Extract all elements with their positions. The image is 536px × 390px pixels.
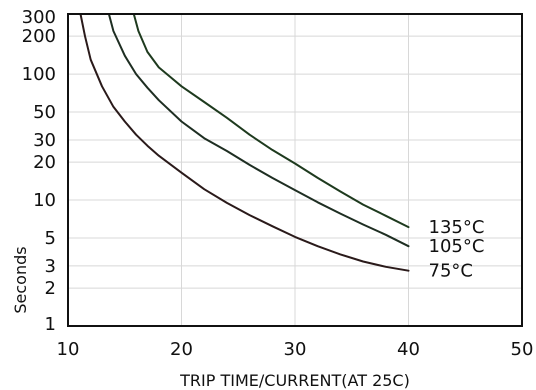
y-tick-label: 10	[33, 190, 56, 211]
y-tick-label: 20	[33, 152, 56, 173]
y-tick-label: 100	[22, 64, 56, 85]
y-axis-title: Seconds	[11, 246, 30, 313]
series-line	[79, 13, 410, 272]
series-lines	[79, 13, 410, 272]
x-tick-label: 30	[284, 339, 307, 360]
series-line	[107, 13, 410, 248]
y-tick-label: 30	[33, 130, 56, 151]
series-label: 135°C	[429, 217, 485, 238]
y-tick-label: 50	[33, 102, 56, 123]
y-tick-label: 2	[45, 278, 56, 299]
y-tick-label: 5	[45, 228, 56, 249]
x-tick-label: 10	[57, 339, 80, 360]
x-tick-label: 20	[170, 339, 193, 360]
y-tick-label: 3	[45, 256, 56, 277]
x-tick-label: 50	[511, 339, 534, 360]
series-label: 105°C	[429, 236, 485, 257]
y-tick-label: 1	[45, 314, 56, 335]
x-tick-label: 40	[397, 339, 420, 360]
y-tick-label: 300	[22, 7, 56, 28]
series-line	[132, 13, 410, 229]
x-axis-title: TRIP TIME/CURRENT(AT 25C)	[179, 371, 410, 390]
plot-frame	[67, 13, 523, 327]
series-label: 75°C	[429, 261, 473, 282]
y-tick-label: 200	[22, 26, 56, 47]
